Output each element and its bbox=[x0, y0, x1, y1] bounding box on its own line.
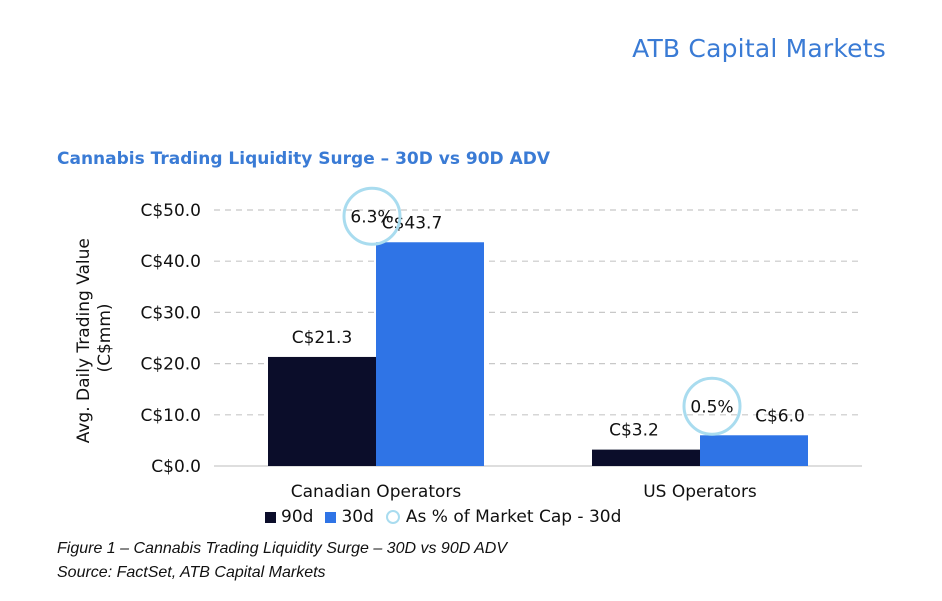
x-category-label: Canadian Operators bbox=[291, 482, 462, 502]
bar-30d-0 bbox=[376, 242, 484, 466]
bar-90d-0 bbox=[268, 356, 376, 466]
market-cap-ring bbox=[342, 186, 402, 246]
bars bbox=[268, 242, 808, 466]
x-category-label: US Operators bbox=[643, 482, 757, 502]
legend-swatch-90d bbox=[265, 511, 276, 523]
legend-swatch-30d bbox=[325, 511, 337, 523]
legend-item-30d: 30d bbox=[325, 507, 374, 527]
bar-30d-1 bbox=[700, 435, 808, 466]
brand-logo-text: ATB Capital Markets bbox=[632, 34, 886, 63]
y-tick-label: C$0.0 bbox=[151, 457, 201, 477]
data-labels: C$21.3C$43.76.3%C$3.2C$6.00.5% bbox=[292, 186, 805, 441]
chart-legend: 90d 30d As % of Market Cap - 30d bbox=[265, 507, 633, 527]
y-tick-label: C$30.0 bbox=[140, 303, 201, 323]
y-tick-label: C$50.0 bbox=[140, 201, 201, 221]
legend-label-market-cap: As % of Market Cap - 30d bbox=[405, 507, 622, 527]
market-cap-label: 0.5% bbox=[690, 397, 733, 417]
legend-item-90d: 90d bbox=[265, 507, 313, 527]
data-label-90d: C$3.2 bbox=[609, 421, 659, 441]
y-axis-label: Avg. Daily Trading Value (C$mm) bbox=[74, 233, 115, 444]
y-tick-label: C$10.0 bbox=[140, 406, 201, 426]
x-axis-categories: Canadian Operators US Operators bbox=[291, 482, 757, 502]
y-axis-ticks: C$0.0 C$10.0 C$20.0 C$30.0 C$40.0 C$50.0 bbox=[140, 201, 201, 477]
y-tick-label: C$40.0 bbox=[140, 252, 201, 272]
figure-caption: Figure 1 – Cannabis Trading Liquidity Su… bbox=[57, 540, 508, 557]
bar-90d-1 bbox=[592, 449, 700, 466]
y-tick-label: C$20.0 bbox=[140, 355, 201, 375]
legend-label-30d: 30d bbox=[341, 507, 374, 527]
figure-source: Source: FactSet, ATB Capital Markets bbox=[57, 564, 326, 581]
data-label-90d: C$21.3 bbox=[292, 328, 353, 348]
data-label-30d: C$6.0 bbox=[755, 406, 805, 426]
chart-title: Cannabis Trading Liquidity Surge – 30D v… bbox=[57, 149, 550, 169]
market-cap-label: 6.3% bbox=[350, 207, 393, 227]
legend-ring-icon bbox=[385, 510, 400, 524]
legend-item-market-cap: As % of Market Cap - 30d bbox=[385, 507, 622, 527]
market-cap-ring bbox=[682, 376, 742, 436]
legend-label-90d: 90d bbox=[281, 507, 314, 527]
